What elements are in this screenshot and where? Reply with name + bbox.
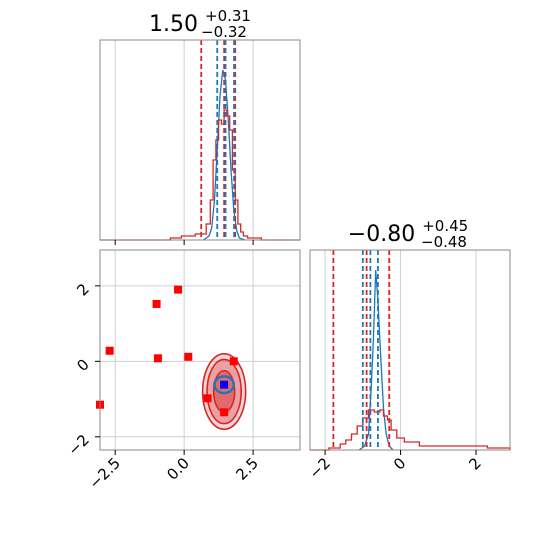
histogram-y-title-value: −0.80 (348, 222, 415, 247)
joint-x-tick-label: 0.0 (163, 454, 193, 484)
joint-contours (201, 352, 247, 431)
joint-red-square-point (203, 394, 212, 403)
joint-y-tick-label: −2 (64, 431, 92, 459)
histogram-x-title: 1.50 +0.31 (149, 7, 251, 37)
joint-y-tick-label: 0 (73, 355, 92, 374)
histogram-y-tick-label: −2 (306, 454, 334, 482)
histogram-y-title-upper: +0.45 (422, 217, 468, 235)
joint-blue-contour (213, 375, 236, 395)
joint-blue-square-point (220, 380, 229, 389)
histogram-y-panel: −2 0 2 −0.80 +0.45 −0.48 (306, 217, 511, 482)
joint-red-square-point (174, 285, 183, 294)
histogram-x-title-lower: −0.32 (201, 23, 247, 41)
joint-red-square-point (229, 357, 238, 366)
joint-x-tick-label: −2.5 (86, 454, 124, 492)
histogram-x-frame (99, 39, 301, 241)
histogram-y-title-lower: −0.48 (421, 233, 467, 251)
histogram-y-tick-label: 0 (390, 454, 409, 473)
histogram-x-grid (114, 40, 254, 240)
joint-panel: −2.5 0.0 2.5 −2 0 2 (64, 249, 301, 493)
joint-frame (99, 249, 301, 451)
joint-red-square-point (220, 408, 229, 417)
histogram-x-series (100, 69, 300, 241)
histogram-y-grid (324, 250, 477, 450)
joint-x-tick-label: 2.5 (232, 454, 262, 484)
joint-red-square-point (153, 354, 162, 363)
joint-red-square-point (184, 352, 193, 361)
histogram-y-vlines (332, 250, 391, 450)
joint-red-contour (201, 352, 247, 431)
histogram-y-blue-curve (358, 269, 394, 451)
histogram-x-red-histogram (100, 109, 300, 241)
histogram-x-title-value: 1.50 (149, 12, 198, 37)
histogram-y-tick-label: 2 (465, 454, 484, 473)
histogram-y-frame (309, 249, 511, 451)
histogram-x-vlines (200, 40, 237, 240)
joint-red-square-point (105, 346, 114, 355)
histogram-y-red-histogram (310, 409, 511, 451)
histogram-y-ticks: −2 0 2 (306, 450, 485, 482)
joint-y-tick-label: 2 (73, 280, 92, 299)
histogram-x-ticks (114, 240, 254, 245)
histogram-y-title: −0.80 +0.45 (348, 217, 468, 247)
joint-red-square-point (152, 299, 161, 308)
joint-grid (100, 250, 300, 450)
histogram-y-series (310, 269, 511, 451)
joint-red-contour (206, 358, 243, 425)
histogram-x-panel: 1.50 +0.31 −0.32 (99, 7, 301, 245)
histogram-x-title-upper: +0.31 (205, 7, 251, 25)
